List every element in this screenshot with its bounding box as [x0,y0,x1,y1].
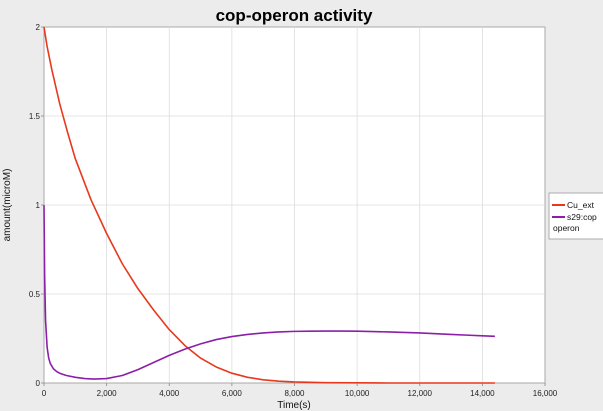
ticks: 0 2,000 4,000 6,000 8,000 10,000 12,000 14,000 1… [29,23,558,398]
x-tick-label: 4,000 [159,389,180,398]
x-tick-label: 0 [42,389,47,398]
chart-title: cop-operon activity [216,6,373,25]
legend-label-0: Cu_ext [567,200,595,210]
x-tick-label: 6,000 [222,389,243,398]
x-tick-label: 8,000 [284,389,305,398]
series-line-0 [43,26,495,384]
x-tick-label: 14,000 [470,389,495,398]
x-tick-label: 2,000 [97,389,118,398]
y-tick-label: 0 [36,379,41,388]
x-tick-label: 12,000 [408,389,433,398]
y-axis-label: amount(microM) [2,169,13,242]
y-tick-label: 2 [36,23,41,32]
x-tick-label: 10,000 [345,389,370,398]
series-layer [43,26,495,384]
series-line-1 [43,204,495,380]
y-tick-label: 1 [36,201,41,210]
legend-label-1: s29:cop [567,212,597,222]
grid [44,27,545,383]
y-tick-label: 1.5 [29,112,41,121]
x-tick-label: 16,000 [533,389,558,398]
legend-label-1: operon [553,223,580,233]
x-axis-label: Time(s) [277,400,311,411]
y-tick-label: 0.5 [29,290,41,299]
